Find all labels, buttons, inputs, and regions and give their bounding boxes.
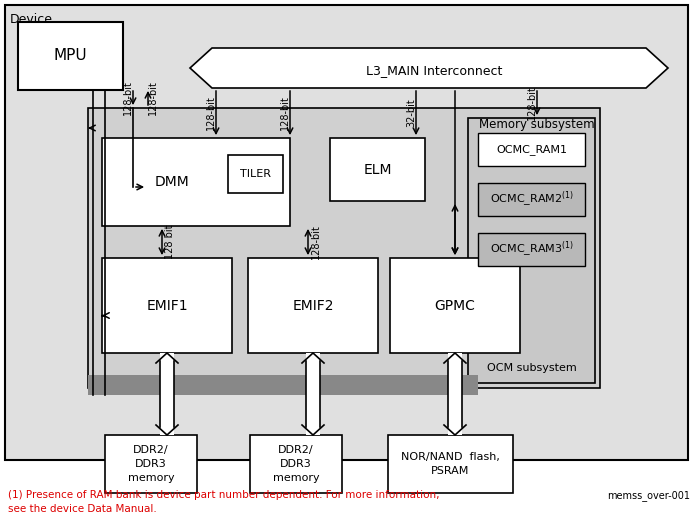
Bar xyxy=(105,435,197,493)
Bar xyxy=(306,353,320,435)
Bar xyxy=(478,233,585,266)
Bar xyxy=(5,5,688,460)
Bar xyxy=(330,138,425,201)
Bar xyxy=(390,258,520,353)
Text: Device: Device xyxy=(10,13,53,26)
Text: ELM: ELM xyxy=(363,163,392,177)
Text: OCM subsystem: OCM subsystem xyxy=(487,363,576,373)
Bar xyxy=(388,435,513,493)
Polygon shape xyxy=(190,48,668,88)
Bar xyxy=(102,258,232,353)
Bar xyxy=(102,138,290,226)
Bar xyxy=(18,22,123,90)
Text: see the device Data Manual.: see the device Data Manual. xyxy=(8,504,157,514)
Text: 128-bit: 128-bit xyxy=(148,80,158,115)
Text: DMM: DMM xyxy=(155,175,190,189)
Text: 128-bit: 128-bit xyxy=(527,86,537,120)
Text: NOR/NAND  flash,
PSRAM: NOR/NAND flash, PSRAM xyxy=(401,452,500,476)
Bar xyxy=(88,108,600,388)
Bar xyxy=(448,353,462,435)
Bar xyxy=(478,133,585,166)
Text: GPMC: GPMC xyxy=(434,298,475,312)
Text: 128-bit: 128-bit xyxy=(123,80,133,115)
Text: 32-bit: 32-bit xyxy=(406,99,416,127)
Bar xyxy=(250,435,342,493)
Bar xyxy=(468,118,595,383)
Text: OCMC_RAM2$^{(1)}$: OCMC_RAM2$^{(1)}$ xyxy=(489,190,574,209)
Text: 128-bit: 128-bit xyxy=(280,96,290,130)
Text: DDR2/
DDR3
memory: DDR2/ DDR3 memory xyxy=(128,445,174,483)
Text: MPU: MPU xyxy=(54,48,87,64)
Text: EMIF1: EMIF1 xyxy=(146,298,187,312)
Text: TILER: TILER xyxy=(240,169,271,179)
Text: OCMC_RAM1: OCMC_RAM1 xyxy=(496,144,567,155)
Text: EMIF2: EMIF2 xyxy=(292,298,334,312)
Bar xyxy=(160,353,174,435)
Text: (1) Presence of RAM bank is device part number dependent. For more information,: (1) Presence of RAM bank is device part … xyxy=(8,490,440,500)
Bar xyxy=(228,155,283,193)
Bar xyxy=(88,375,478,395)
Bar xyxy=(478,183,585,216)
Text: 128-bit: 128-bit xyxy=(206,96,216,130)
Text: 128 bit: 128 bit xyxy=(165,225,175,259)
Text: DDR2/
DDR3
memory: DDR2/ DDR3 memory xyxy=(273,445,319,483)
Text: OCMC_RAM3$^{(1)}$: OCMC_RAM3$^{(1)}$ xyxy=(489,240,574,259)
Text: L3_MAIN Interconnect: L3_MAIN Interconnect xyxy=(366,65,502,77)
Text: 128-bit: 128-bit xyxy=(311,225,321,259)
Text: memss_over-001: memss_over-001 xyxy=(607,490,690,501)
Text: Memory subsystem: Memory subsystem xyxy=(480,118,595,131)
Bar xyxy=(248,258,378,353)
